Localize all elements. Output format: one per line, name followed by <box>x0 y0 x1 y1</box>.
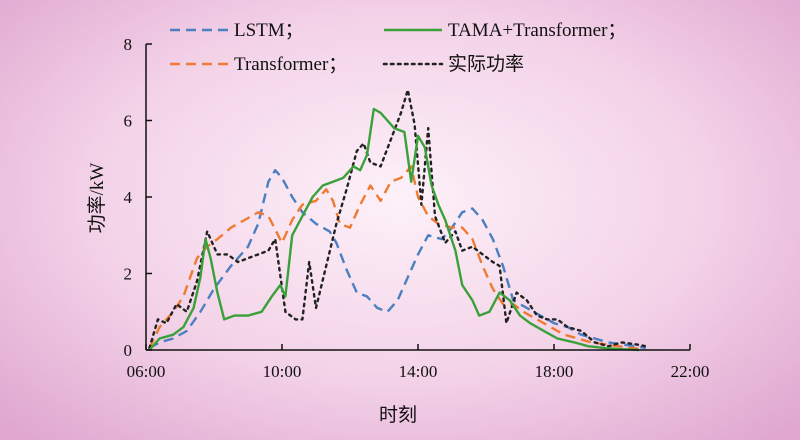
legend: LSTM； TAMA+Transformer； Transformer； 实际功率 <box>170 20 626 75</box>
x-tick-label: 14:00 <box>399 362 438 381</box>
y-tick-label: 8 <box>124 35 133 54</box>
y-tick-label: 4 <box>124 188 133 207</box>
series-line-1 <box>148 107 640 352</box>
y-tick-label: 0 <box>124 341 133 360</box>
x-tick-label: 10:00 <box>263 362 302 381</box>
series-layer <box>148 88 647 352</box>
legend-label-0: LSTM； <box>234 20 304 41</box>
legend-label-3: 实际功率 <box>448 53 524 75</box>
x-tick-label: 22:00 <box>671 362 710 381</box>
ticks: 06:00 10:00 14:00 18:00 22:00 0 2 4 6 8 <box>124 35 710 381</box>
y-tick-label: 6 <box>124 112 133 131</box>
legend-label-1: TAMA+Transformer； <box>448 20 626 41</box>
series-line-3 <box>148 88 647 350</box>
series-line-2 <box>148 165 643 351</box>
x-axis-title: 时刻 <box>379 404 417 426</box>
y-axis-title: 功率/kW <box>86 163 108 234</box>
x-tick-label: 06:00 <box>127 362 166 381</box>
legend-label-2: Transformer； <box>234 54 347 75</box>
y-tick-label: 2 <box>124 265 133 284</box>
x-tick-label: 18:00 <box>535 362 574 381</box>
series-line-0 <box>148 169 647 350</box>
